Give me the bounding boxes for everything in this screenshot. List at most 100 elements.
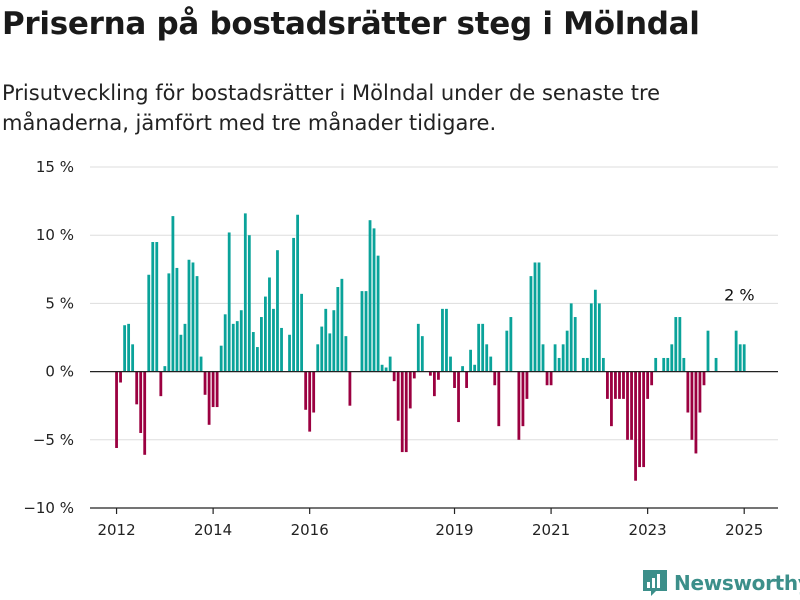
bar: [372, 228, 376, 372]
bar: [734, 330, 738, 372]
bar: [565, 330, 569, 372]
bar: [634, 371, 637, 481]
bar: [622, 371, 625, 399]
bar: [702, 371, 706, 386]
bar: [505, 330, 509, 372]
bar: [123, 325, 127, 372]
bar: [344, 336, 348, 372]
page-title: Priserna på bostadsrätter steg i Mölndal: [2, 6, 700, 42]
bar: [525, 371, 529, 399]
bar: [179, 334, 183, 372]
bar: [163, 366, 167, 372]
x-tick-label: 2021: [532, 521, 570, 539]
bar: [119, 371, 122, 383]
bar: [392, 371, 396, 382]
bar: [404, 371, 408, 453]
bar: [312, 371, 316, 413]
bar: [686, 371, 690, 413]
bar: [690, 371, 694, 440]
bar: [316, 344, 320, 372]
bar: [147, 274, 151, 372]
bar: [545, 371, 549, 386]
bar: [255, 347, 259, 372]
bar: [698, 371, 702, 413]
bar: [485, 344, 489, 372]
x-tick-label: 2014: [194, 521, 232, 539]
bar: [292, 237, 295, 372]
bar: [497, 371, 501, 427]
y-axis-labels: 15 % 10 % 5 % 0 % −5 % −10 %: [23, 158, 74, 517]
bar: [288, 334, 291, 372]
bar: [453, 371, 456, 388]
bar: [368, 220, 372, 372]
bar: [682, 357, 686, 372]
brand-logo: Newsworthy: [642, 568, 800, 598]
bar: [348, 371, 352, 406]
bar: [320, 326, 324, 372]
bar: [521, 371, 525, 427]
y-tick-label: −10 %: [23, 499, 74, 517]
bar: [461, 366, 464, 372]
bar: [662, 357, 666, 372]
bar: [537, 262, 541, 372]
bar: [268, 277, 271, 372]
bars: [115, 213, 746, 481]
bar: [171, 216, 175, 372]
bar: [561, 344, 565, 372]
bar: [328, 333, 332, 372]
bar: [340, 278, 344, 372]
bar: [626, 371, 629, 440]
bar: [738, 344, 742, 372]
bar: [706, 330, 710, 372]
y-tick-label: 15 %: [36, 158, 74, 176]
latest-value-label: 2 %: [724, 285, 754, 304]
bar: [412, 371, 416, 379]
x-tick-label: 2019: [435, 521, 473, 539]
bar: [135, 371, 139, 405]
bar: [191, 262, 195, 372]
bar: [601, 357, 605, 372]
bar: [533, 262, 537, 372]
bar: [260, 317, 263, 372]
x-tick-label: 2025: [725, 521, 763, 539]
x-axis: 2012 2014 2016 2019 2021 2023 2025: [90, 507, 778, 539]
bar: [493, 371, 497, 386]
bar: [650, 371, 654, 386]
y-tick-label: 0 %: [45, 363, 74, 381]
bar: [235, 321, 239, 372]
x-tick-label: 2016: [291, 521, 329, 539]
x-tick-label: 2012: [97, 521, 135, 539]
bar: [593, 289, 597, 372]
bar: [529, 276, 533, 372]
bar: [203, 371, 207, 395]
bar: [336, 287, 340, 372]
bar: [408, 371, 412, 409]
bar: [742, 344, 746, 372]
bar: [581, 357, 585, 372]
bar: [416, 323, 420, 372]
bar: [207, 371, 211, 425]
bar: [674, 317, 678, 372]
bar: [473, 364, 477, 372]
bar: [380, 364, 384, 372]
bar: [610, 371, 613, 427]
brand-name: Newsworthy: [674, 571, 800, 595]
bar: [517, 371, 521, 440]
bar: [167, 273, 171, 372]
bar: [131, 344, 135, 372]
bar: [489, 356, 493, 372]
bar: [541, 344, 545, 372]
bar: [441, 308, 444, 372]
bar: [324, 308, 328, 372]
bar: [304, 371, 308, 410]
bar: [215, 371, 219, 408]
bar: [432, 371, 436, 397]
bar: [666, 357, 670, 372]
y-tick-label: 5 %: [45, 294, 74, 312]
bar: [219, 345, 223, 372]
bar: [388, 356, 392, 372]
bar: [400, 371, 404, 453]
bar: [670, 344, 674, 372]
bar: [139, 371, 143, 433]
